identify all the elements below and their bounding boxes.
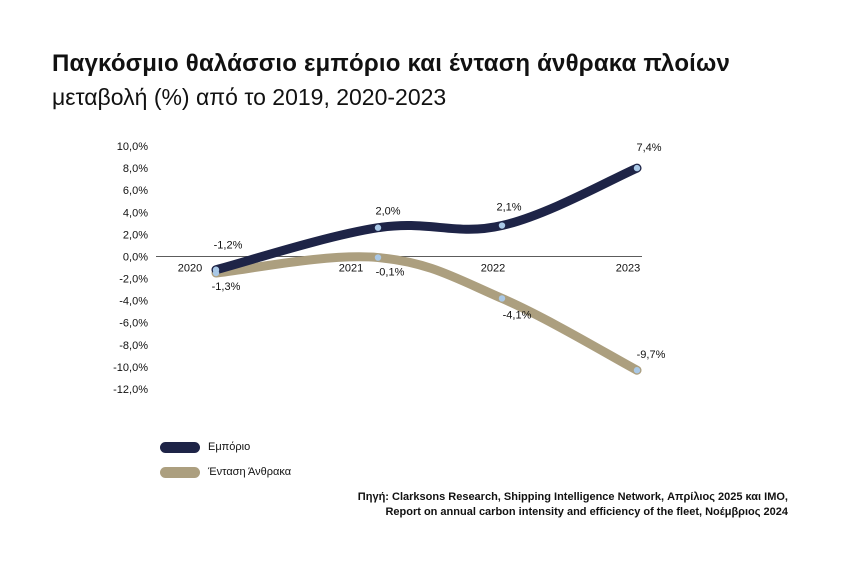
carbon-data-point (374, 254, 382, 261)
y-tick-label: -4,0% (119, 296, 148, 308)
trade-data-label: -1,2% (214, 240, 243, 252)
y-tick-label: -8,0% (119, 340, 148, 352)
trade-data-label: 7,4% (636, 142, 661, 154)
source-line-2: Report on annual carbon intensity and ef… (385, 506, 788, 518)
legend-item-trade: Εμπόριο (160, 441, 250, 453)
trade-data-point (633, 164, 641, 172)
carbon-data-label: -4,1% (503, 309, 532, 321)
x-tick-label: 2020 (178, 262, 202, 274)
source-note: Πηγή: Clarksons Research, Shipping Intel… (358, 490, 788, 520)
carbon-data-label: -9,7% (637, 349, 666, 361)
source-line-1: Πηγή: Clarksons Research, Shipping Intel… (357, 491, 788, 503)
chart-subtitle: μεταβολή (%) από το 2019, 2020-2023 (52, 84, 447, 110)
x-tick-label: 2022 (481, 262, 505, 274)
data-labels: -1,2% 2,0% 2,1% 7,4% -1,3% -0,1% -4,1% -9,7% (212, 142, 666, 361)
trade-series-line (211, 163, 642, 275)
carbon-data-point (633, 367, 641, 374)
legend-label-trade: Εμπόριο (208, 441, 251, 453)
trade-data-label: 2,0% (375, 206, 400, 218)
legend-swatch-carbon (160, 466, 200, 478)
y-tick-label: -12,0% (113, 384, 148, 396)
carbon-data-point (498, 295, 506, 302)
trade-data-label: 2,1% (496, 202, 521, 214)
y-tick-label: 2,0% (123, 229, 148, 241)
series-lines (211, 163, 642, 375)
trade-data-point (498, 222, 506, 229)
y-tick-label: 4,0% (123, 207, 148, 219)
y-axis-ticks: 10,0% 8,0% 6,0% 4,0% 2,0% 0,0% -2,0% -4,0% -6,0%… (113, 141, 148, 396)
y-tick-label: 8,0% (123, 163, 148, 175)
x-axis-ticks: 2020 2021 2022 2023 (178, 262, 640, 274)
y-tick-label: -10,0% (113, 362, 148, 374)
y-tick-label: -6,0% (119, 318, 148, 330)
carbon-data-label: -1,3% (212, 281, 241, 293)
y-tick-label: 10,0% (117, 141, 148, 153)
y-tick-label: 6,0% (123, 185, 148, 197)
x-tick-label: 2021 (339, 262, 363, 274)
carbon-data-label: -0,1% (376, 267, 405, 279)
legend-swatch-trade (160, 441, 200, 453)
data-markers (212, 164, 641, 374)
trade-data-point (374, 224, 382, 231)
y-tick-label: 0,0% (123, 251, 148, 263)
legend-label-carbon: Ένταση Άνθρακα (208, 466, 292, 478)
x-tick-label: 2023 (616, 262, 640, 274)
legend-item-carbon: Ένταση Άνθρακα (160, 466, 291, 478)
chart-title: Παγκόσμιο θαλάσσιο εμπόριο και ένταση άν… (52, 50, 731, 77)
carbon-data-point (212, 269, 220, 277)
carbon-intensity-series-line (211, 252, 642, 375)
y-tick-label: -2,0% (119, 274, 148, 286)
